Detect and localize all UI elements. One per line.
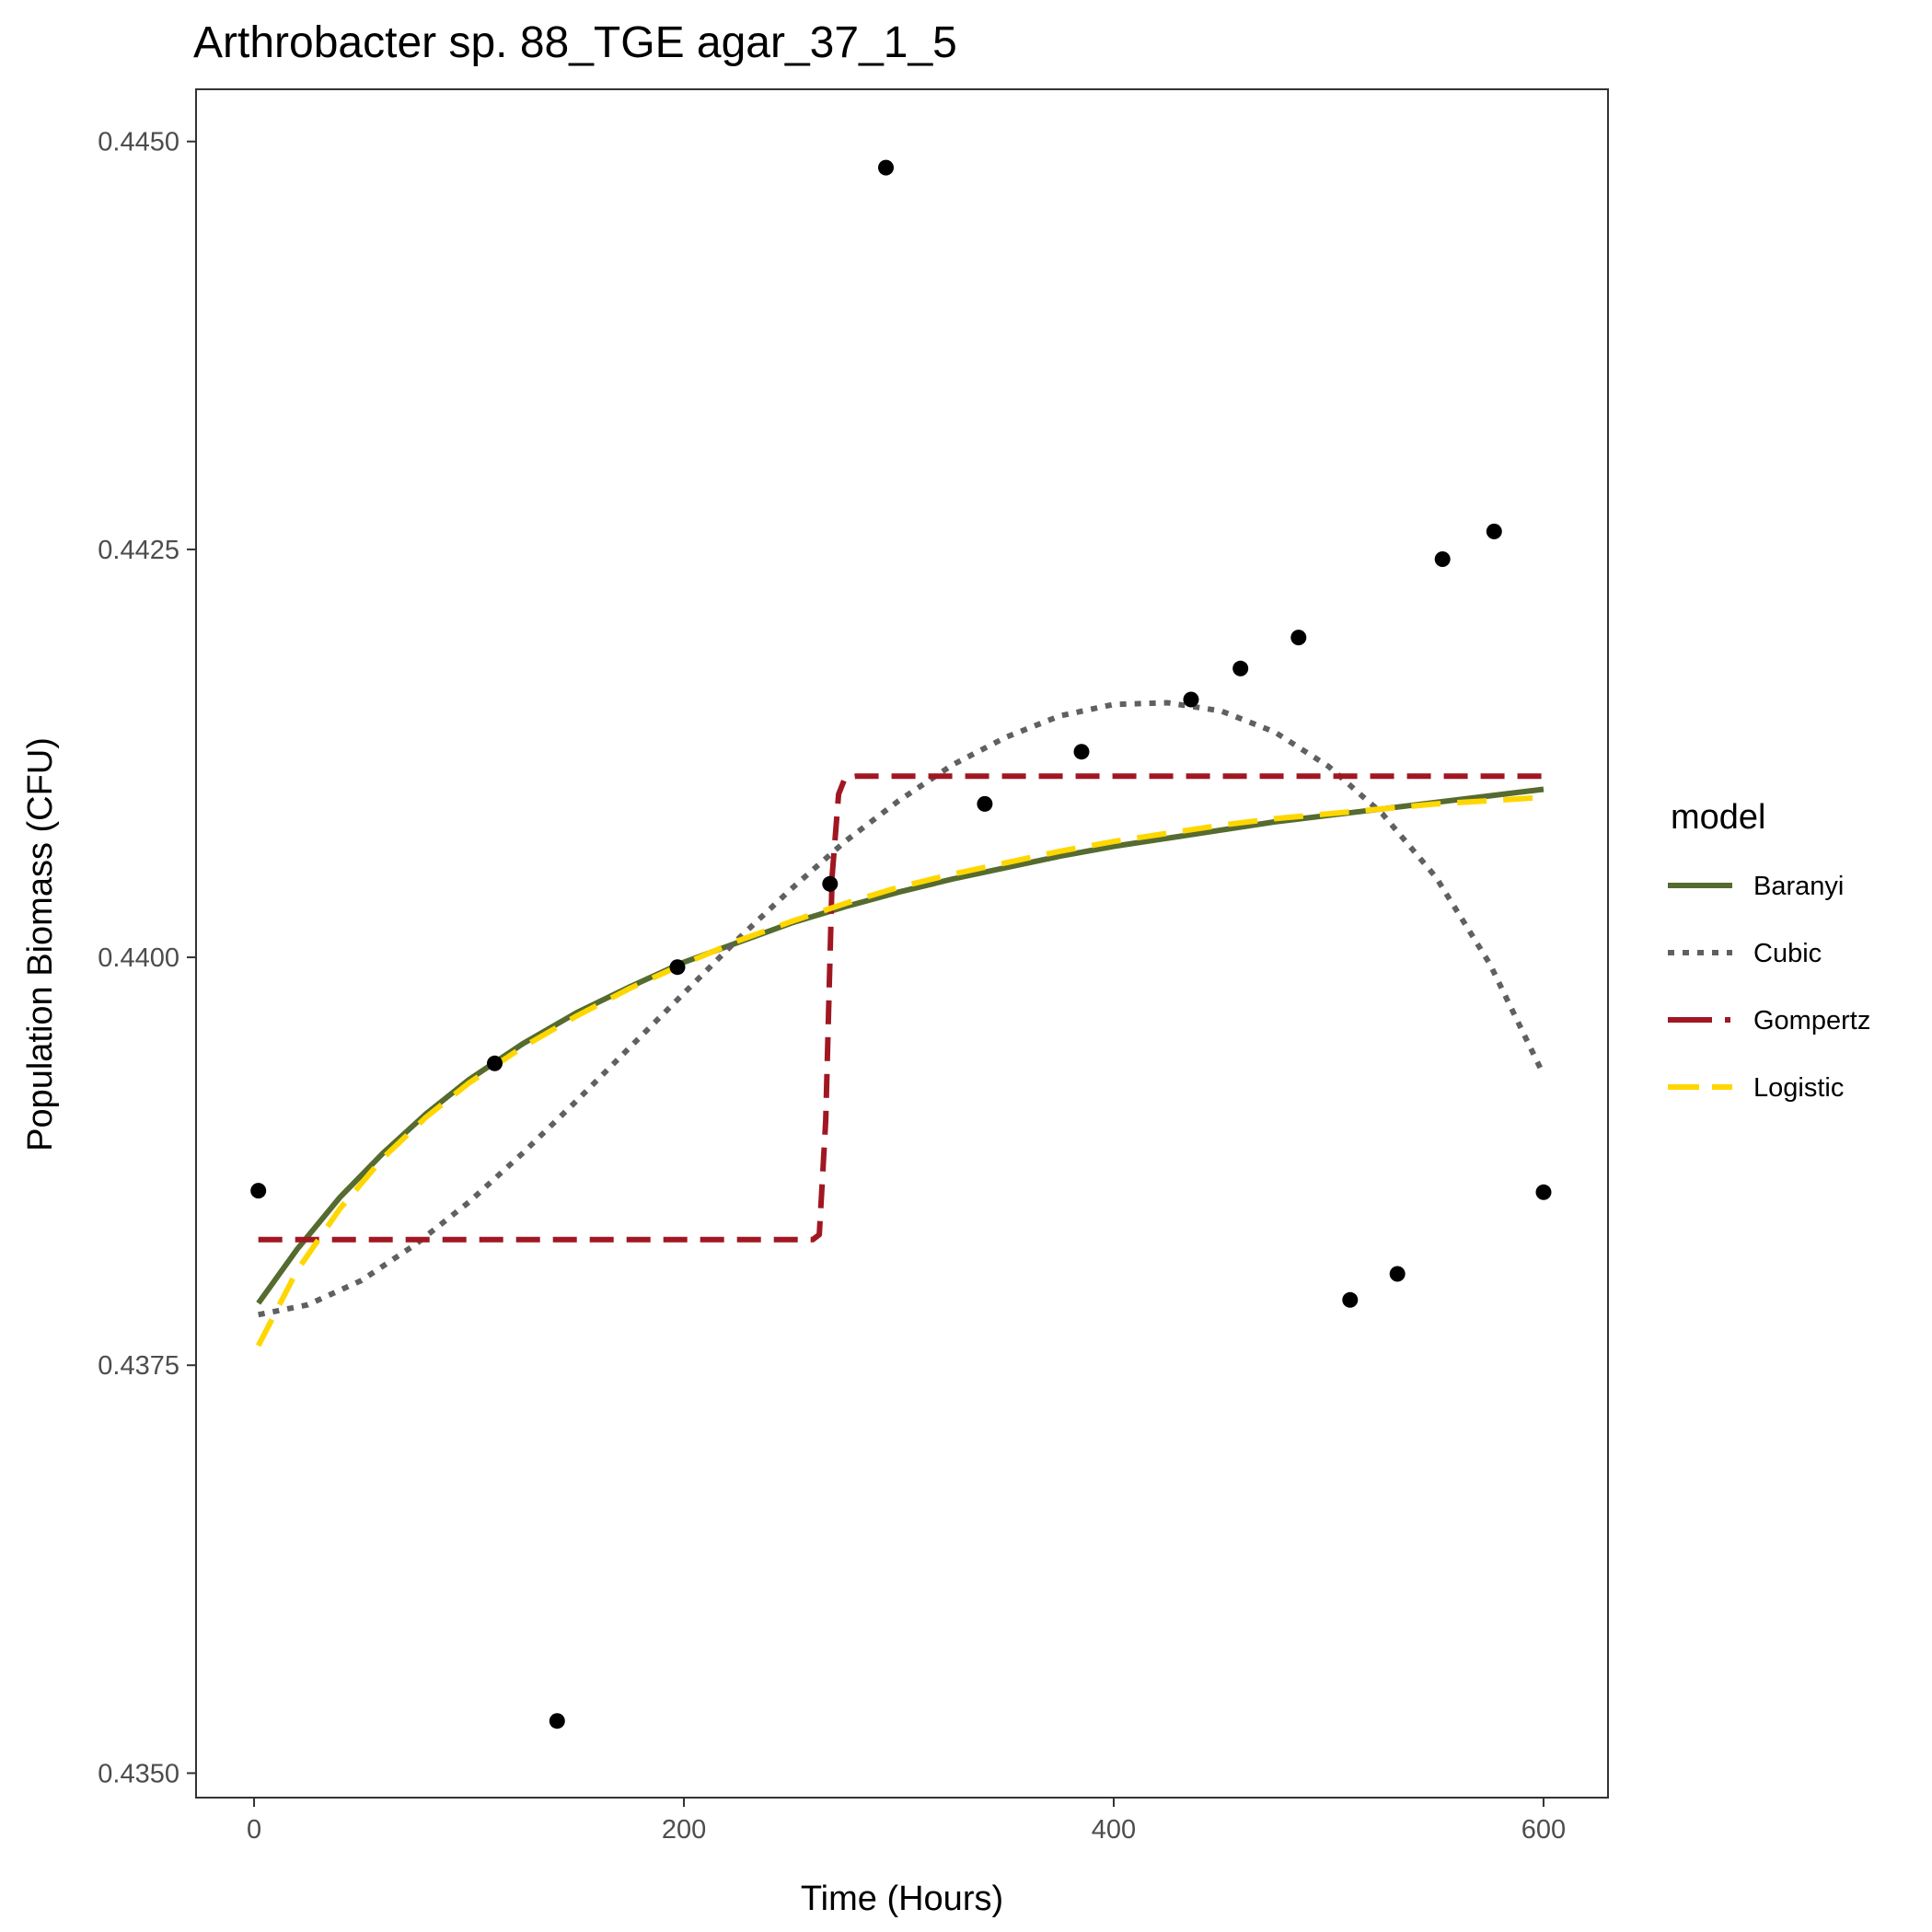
x-axis: 0 200 400 600 (247, 1798, 1566, 1845)
data-point (878, 159, 894, 176)
x-tick-label: 200 (662, 1815, 706, 1845)
x-tick-label: 600 (1521, 1815, 1566, 1845)
data-point (250, 1183, 267, 1199)
y-tick-label: 0.4400 (98, 943, 179, 973)
data-point (1183, 691, 1199, 708)
y-tick-label: 0.4425 (98, 536, 179, 565)
series-line-gompertz (258, 773, 1544, 1243)
data-point (1073, 744, 1090, 760)
x-tick-label: 400 (1092, 1815, 1136, 1845)
series-layer (256, 700, 1546, 1348)
plot-panel (196, 89, 1608, 1798)
series-line-cubic (258, 700, 1546, 1318)
data-point (1290, 630, 1307, 646)
data-point (1535, 1184, 1552, 1200)
plot-border (195, 88, 1609, 1799)
legend: model Baranyi Cubic Gompertz Logistic (1668, 798, 1870, 1103)
y-tick-label: 0.4375 (98, 1351, 179, 1381)
data-point (1486, 523, 1502, 539)
series-line-logistic (256, 794, 1544, 1348)
y-axis: 0.4350 0.4375 0.4400 0.4425 0.4450 (98, 128, 196, 1788)
points-layer (250, 159, 1552, 1730)
chart-title: Arthrobacter sp. 88_TGE agar_37_1_5 (193, 18, 957, 67)
legend-label-baranyi: Baranyi (1753, 872, 1844, 901)
data-point (977, 795, 993, 812)
data-point (1434, 551, 1451, 567)
legend-label-gompertz: Gompertz (1753, 1006, 1870, 1035)
y-tick-label: 0.4350 (98, 1759, 179, 1788)
data-point (1389, 1266, 1406, 1282)
legend-label-cubic: Cubic (1753, 939, 1822, 968)
data-point (1232, 660, 1249, 677)
data-point (822, 875, 839, 892)
x-axis-title: Time (Hours) (801, 1880, 1003, 1918)
data-point (669, 959, 686, 976)
y-tick-label: 0.4450 (98, 128, 179, 157)
data-point (487, 1055, 503, 1071)
legend-title: model (1671, 798, 1766, 837)
x-tick-label: 0 (247, 1815, 261, 1845)
data-point (549, 1713, 565, 1730)
data-point (1342, 1291, 1359, 1308)
legend-label-logistic: Logistic (1753, 1073, 1844, 1103)
y-axis-title: Population Biomass (CFU) (21, 737, 60, 1151)
